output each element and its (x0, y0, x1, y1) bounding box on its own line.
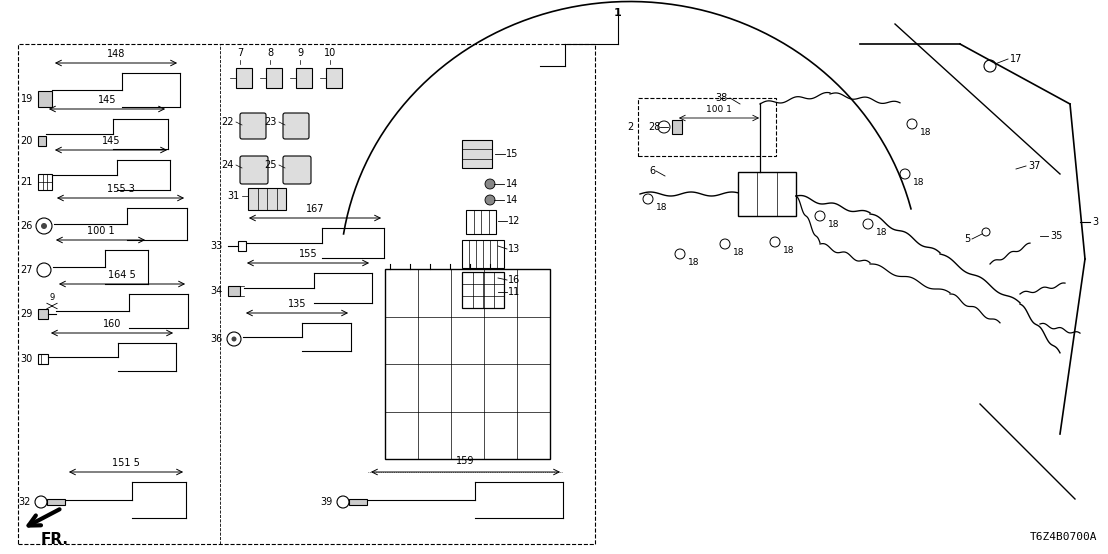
Bar (638, 98, 776, 156)
Text: 22: 22 (222, 117, 234, 127)
Text: 20: 20 (21, 136, 33, 146)
Text: 33: 33 (211, 241, 223, 251)
Text: 155: 155 (299, 249, 317, 259)
Bar (248, 188, 286, 210)
Text: 18: 18 (783, 246, 794, 255)
Text: 9: 9 (50, 293, 54, 302)
Text: 1: 1 (614, 8, 622, 18)
Text: 167: 167 (306, 204, 325, 214)
Text: 37: 37 (1028, 161, 1040, 171)
Text: 18: 18 (688, 258, 699, 267)
Bar (466, 210, 496, 234)
Text: 18: 18 (828, 220, 840, 229)
Text: 10: 10 (324, 48, 336, 58)
Text: 9: 9 (297, 48, 304, 58)
Text: 14: 14 (506, 195, 519, 205)
Text: 13: 13 (507, 244, 521, 254)
Text: 145: 145 (102, 136, 121, 146)
Text: 159: 159 (456, 456, 474, 466)
FancyBboxPatch shape (240, 156, 268, 184)
Text: 145: 145 (98, 95, 116, 105)
Bar (671, 120, 683, 134)
Text: 31: 31 (228, 191, 240, 201)
Bar (738, 172, 796, 216)
Text: 148: 148 (106, 49, 125, 59)
Text: 29: 29 (21, 309, 33, 319)
Text: 11: 11 (507, 287, 521, 297)
Text: 38: 38 (716, 93, 728, 103)
Text: 21: 21 (21, 177, 33, 187)
Text: 12: 12 (507, 216, 521, 226)
Text: 25: 25 (265, 160, 277, 170)
Text: 30: 30 (21, 354, 33, 364)
FancyBboxPatch shape (283, 156, 311, 184)
Bar (38, 309, 48, 319)
Bar (38, 354, 48, 364)
Bar (266, 68, 283, 88)
Text: 160: 160 (103, 319, 121, 329)
Bar (296, 68, 312, 88)
Bar (462, 140, 492, 168)
Text: 27: 27 (21, 265, 33, 275)
Text: 32: 32 (19, 497, 31, 507)
Bar (18, 44, 595, 544)
Text: 3: 3 (1092, 217, 1098, 227)
Text: 34: 34 (211, 286, 223, 296)
Text: 18: 18 (920, 128, 932, 137)
Text: 35: 35 (1050, 231, 1063, 241)
Text: 164 5: 164 5 (109, 270, 136, 280)
Bar (236, 68, 252, 88)
Bar (462, 272, 504, 308)
Text: 26: 26 (21, 221, 33, 231)
Bar (38, 91, 52, 107)
Text: 23: 23 (265, 117, 277, 127)
Text: 100 1: 100 1 (86, 226, 114, 236)
Text: 24: 24 (222, 160, 234, 170)
Text: 8: 8 (267, 48, 273, 58)
Bar (228, 286, 240, 296)
Circle shape (485, 195, 495, 205)
Circle shape (41, 223, 47, 229)
Text: 16: 16 (507, 275, 521, 285)
Text: 36: 36 (211, 334, 223, 344)
Text: 18: 18 (876, 228, 888, 237)
Text: 18: 18 (656, 203, 667, 212)
Text: 17: 17 (1010, 54, 1023, 64)
Text: 6: 6 (649, 166, 655, 176)
Bar (384, 269, 550, 459)
Text: 135: 135 (288, 299, 306, 309)
Circle shape (232, 336, 236, 341)
Text: 39: 39 (320, 497, 334, 507)
Text: 7: 7 (237, 48, 243, 58)
Text: 18: 18 (733, 248, 745, 257)
Text: FR.: FR. (41, 532, 69, 547)
Text: 151 5: 151 5 (112, 458, 140, 468)
Text: 100 1: 100 1 (706, 105, 732, 114)
Text: 28: 28 (648, 122, 660, 132)
Text: 14: 14 (506, 179, 519, 189)
Bar (47, 499, 65, 505)
Bar (238, 241, 246, 251)
Text: 19: 19 (21, 94, 33, 104)
FancyBboxPatch shape (283, 113, 309, 139)
Text: 2: 2 (627, 122, 633, 132)
Text: 5: 5 (964, 234, 970, 244)
Bar (38, 136, 47, 146)
Bar (349, 499, 367, 505)
Bar (326, 68, 342, 88)
Text: 155 3: 155 3 (106, 184, 134, 194)
Text: 15: 15 (506, 149, 519, 159)
Text: T6Z4B0700A: T6Z4B0700A (1029, 532, 1097, 542)
Bar (462, 240, 504, 268)
FancyBboxPatch shape (240, 113, 266, 139)
Circle shape (485, 179, 495, 189)
Bar (38, 174, 52, 190)
Text: 18: 18 (913, 178, 924, 187)
